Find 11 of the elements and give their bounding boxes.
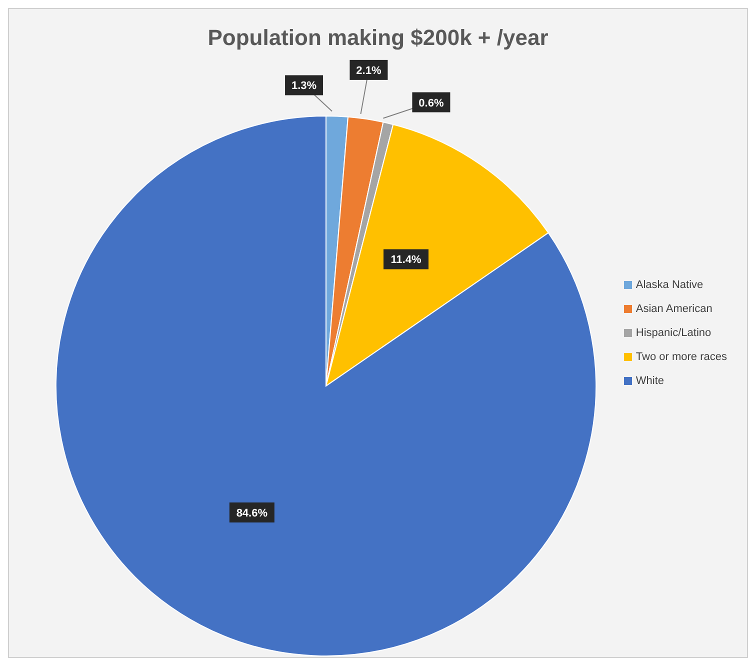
- legend-label: Hispanic/Latino: [636, 327, 712, 339]
- data-label: 84.6%: [236, 507, 268, 520]
- legend-label: White: [636, 375, 664, 387]
- data-label: 0.6%: [418, 97, 444, 110]
- data-label: 2.1%: [356, 64, 382, 77]
- legend-label: Asian American: [636, 303, 712, 315]
- legend-label: Two or more races: [636, 351, 727, 363]
- data-label: 11.4%: [390, 254, 422, 266]
- data-label: 1.3%: [291, 80, 317, 92]
- chart-title: Population making $200k + /year: [206, 25, 550, 51]
- legend-label: Alaska Native: [636, 279, 704, 291]
